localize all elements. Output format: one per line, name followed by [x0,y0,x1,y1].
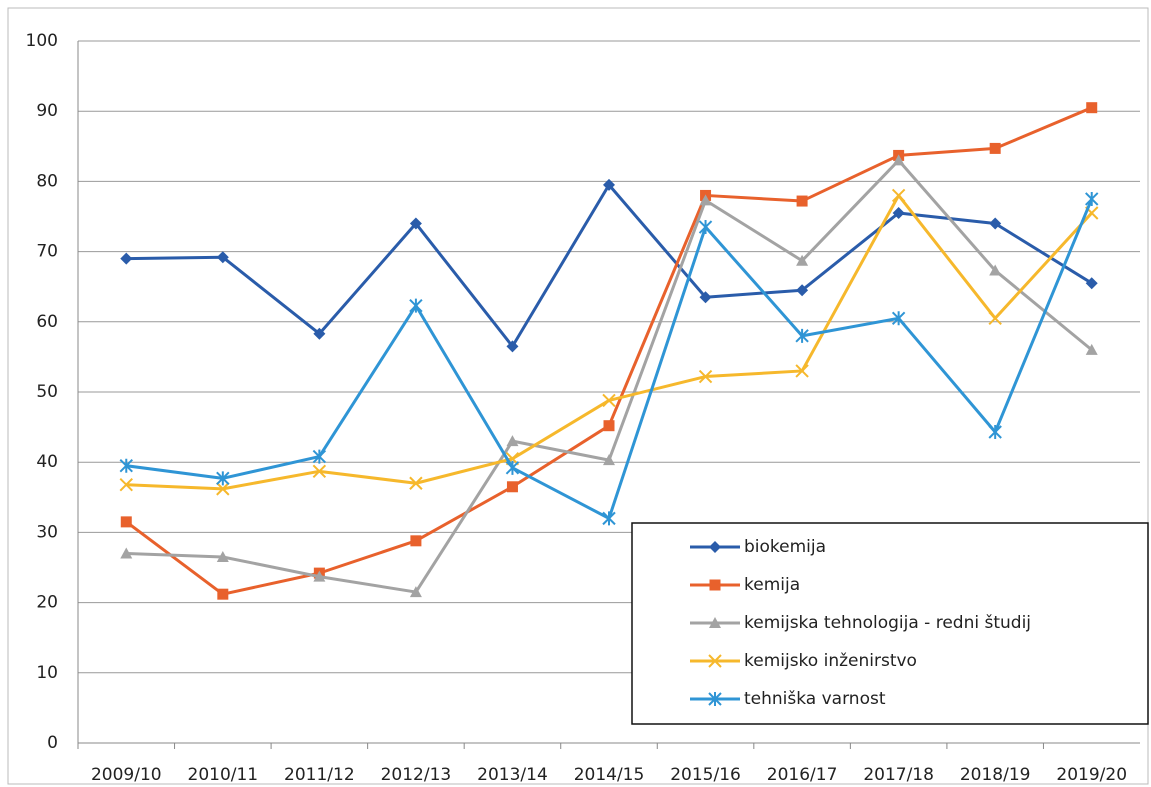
legend-label: biokemija [744,537,826,557]
y-tick-label: 40 [36,452,58,472]
marker [409,476,423,490]
marker [603,420,615,432]
y-tick-label: 70 [36,242,58,262]
y-tick-label: 10 [36,663,58,683]
marker [216,251,229,264]
marker [892,206,905,219]
y-tick-label: 80 [36,171,58,191]
marker [506,340,519,353]
marker [708,692,722,706]
y-tick-label: 30 [36,522,58,542]
marker [603,454,615,466]
legend-label: tehniška varnost [744,689,886,709]
marker [313,570,326,582]
marker [409,586,422,598]
marker [698,369,713,384]
marker [602,393,616,408]
marker [709,579,721,591]
x-tick-label: 2010/11 [188,765,259,785]
x-tick-label: 2013/14 [477,765,548,785]
marker [989,264,1002,276]
marker [1086,102,1098,114]
marker [120,516,132,528]
marker [217,588,229,600]
marker [506,481,518,493]
x-tick-label: 2017/18 [863,765,934,785]
marker [409,298,423,313]
marker [796,254,809,266]
y-tick-label: 0 [47,733,58,753]
marker [603,178,615,191]
marker [708,654,722,668]
marker [505,460,520,475]
x-tick-label: 2012/13 [381,765,452,785]
marker [410,535,422,547]
marker [119,458,133,473]
marker [216,482,230,496]
x-tick-label: 2015/16 [670,765,741,785]
marker [698,220,713,235]
marker [699,291,712,304]
x-tick-label: 2016/17 [767,765,838,785]
marker [699,194,712,206]
x-tick-label: 2014/15 [574,765,645,785]
marker [312,449,327,464]
x-tick-label: 2011/12 [284,765,355,785]
marker [796,195,808,207]
x-tick-label: 2019/20 [1056,765,1127,785]
marker [506,435,519,447]
marker [795,364,809,378]
marker [602,511,616,526]
legend-label: kemijsko inženirstvo [744,651,917,671]
marker [312,464,327,479]
marker [709,541,721,553]
y-tick-label: 20 [36,593,58,613]
marker [989,142,1001,154]
legend-label: kemija [744,575,800,595]
y-tick-label: 60 [36,312,58,332]
marker [989,217,1002,230]
marker [119,477,133,492]
y-tick-label: 90 [36,101,58,121]
marker [1085,191,1099,206]
marker [313,327,326,340]
x-tick-label: 2018/19 [960,765,1031,785]
legend-label: kemijska tehnologija - redni študij [744,613,1031,633]
marker [988,425,1002,440]
marker [120,547,133,559]
marker [409,217,422,230]
marker [216,471,230,486]
marker [120,252,133,265]
marker [988,311,1002,325]
marker [709,617,721,628]
marker [796,284,809,297]
marker [795,328,809,343]
marker [891,311,906,326]
marker [216,550,229,562]
y-tick-label: 50 [36,382,58,402]
y-tick-label: 100 [26,31,58,51]
marker [1085,343,1098,355]
x-tick-label: 2009/10 [91,765,162,785]
marker [891,188,906,203]
marker [892,154,905,166]
marker [1085,277,1098,290]
